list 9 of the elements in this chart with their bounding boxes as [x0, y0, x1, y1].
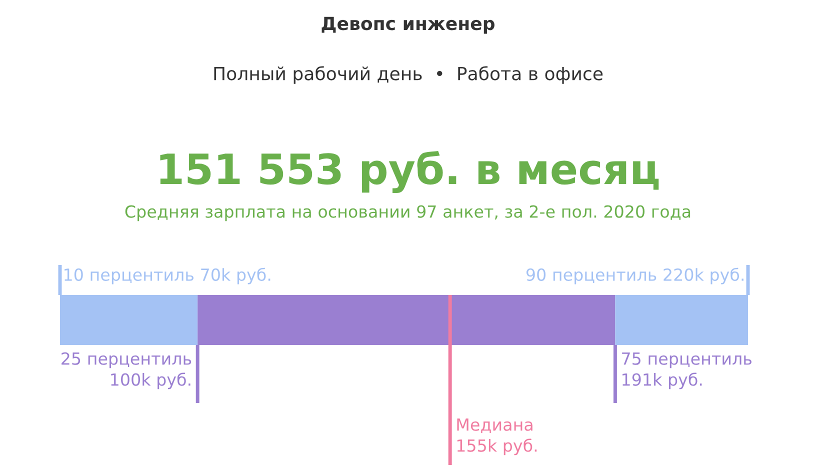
chart-subtitle: Полный рабочий день • Работа в офисе — [214, 66, 603, 84]
text: Средняя зарплата на основании 97 анкет, за 2-е пол. 2020 года — [125, 205, 690, 222]
ref-line-label: 10 перцентиль 70k руб. — [64, 268, 270, 284]
ref-line-label: Медиана 155k руб. — [457, 418, 537, 456]
chart-title: Девопс инженер — [322, 16, 494, 34]
ref-line-label: 90 перцентиль 220k руб. — [526, 268, 744, 284]
ref-line-label: 75 перцентиль 191k руб. — [622, 352, 752, 390]
text: 151 553 руб. в месяц — [160, 150, 659, 194]
ref-line-label: 25 перцентиль 100k руб. — [62, 352, 192, 390]
